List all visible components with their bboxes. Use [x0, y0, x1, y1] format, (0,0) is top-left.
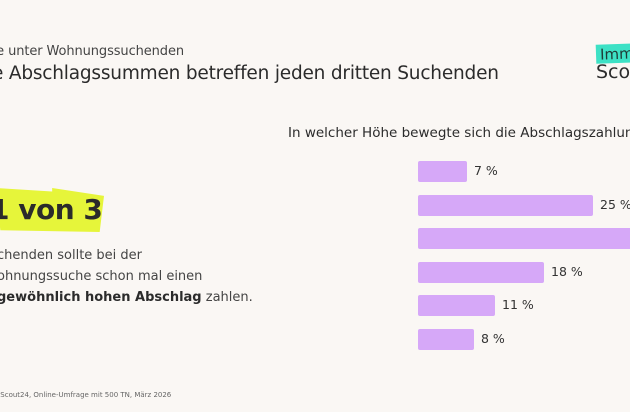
bar — [418, 328, 474, 350]
bar — [418, 161, 467, 182]
big-stat: 1 von 3 — [0, 193, 103, 226]
immoscout-logo: Imm Scou — [595, 43, 630, 83]
logo-bottom: Scou — [596, 61, 630, 83]
stat-description: chenden sollte bei der ohnungssuche scho… — [0, 245, 257, 308]
stat-text-bold: gewöhnlich hohen Abschlag — [0, 290, 202, 305]
stat-text-line2: ohnungssuche schon mal einen — [0, 269, 203, 284]
source-note: oScout24, Online-Umfrage mit 500 TN, Mär… — [0, 391, 172, 399]
stat-text-end: zahlen. — [201, 290, 253, 305]
value-label: 7 % — [474, 163, 498, 178]
bar — [418, 261, 544, 283]
value-label: 25 % — [600, 196, 630, 212]
stat-highlight — [0, 188, 104, 232]
value-label: 8 % — [481, 330, 505, 346]
bar — [418, 295, 495, 316]
logo-top: Imm — [595, 43, 630, 64]
headline: e Abschlagssummen betreffen jeden dritte… — [0, 63, 499, 84]
bar — [418, 194, 593, 216]
value-label: 11 % — [502, 297, 534, 312]
survey-subtitle: ge unter Wohnungssuchenden — [0, 44, 184, 59]
chart-title: In welcher Höhe bewegte sich die Abschla… — [288, 125, 630, 141]
stat-text-line1: chenden sollte bei der — [0, 248, 143, 263]
value-label: 18 % — [551, 263, 583, 279]
bar — [418, 228, 630, 249]
